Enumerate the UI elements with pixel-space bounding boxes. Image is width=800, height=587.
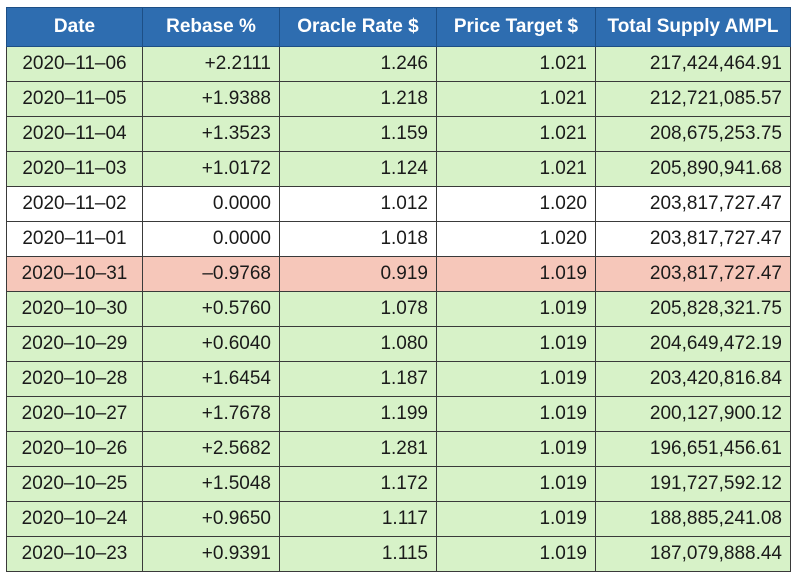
cell-date: 2020–11–02 [6,186,143,222]
cell-date: 2020–10–27 [6,396,143,432]
table-row: 2020–10–27 +1.7678 1.199 1.019 200,127,900.1… [6,396,791,432]
cell-date: 2020–10–28 [6,361,143,397]
cell-total-supply: 187,079,888.44 [595,536,791,572]
cell-rebase: +0.9391 [142,536,280,572]
cell-total-supply: 188,885,241.08 [595,501,791,537]
cell-oracle-rate: 0.919 [279,256,437,292]
cell-oracle-rate: 1.012 [279,186,437,222]
cell-date: 2020–10–29 [6,326,143,362]
cell-oracle-rate: 1.199 [279,396,437,432]
table-row: 2020–11–02 0.0000 1.012 1.020 203,817,727.47 [6,186,791,222]
rebase-history-table: Date Rebase % Oracle Rate $ Price Target… [6,7,791,572]
cell-rebase: +1.6454 [142,361,280,397]
table-row: 2020–11–06 +2.2111 1.246 1.021 217,424,464.9… [6,46,791,82]
cell-date: 2020–10–30 [6,291,143,327]
cell-oracle-rate: 1.281 [279,431,437,467]
header-row: Date Rebase % Oracle Rate $ Price Target… [6,7,791,47]
cell-date: 2020–11–06 [6,46,143,82]
cell-date: 2020–11–01 [6,221,143,257]
cell-rebase: +0.6040 [142,326,280,362]
cell-price-target: 1.019 [436,256,596,292]
cell-total-supply: 196,651,456.61 [595,431,791,467]
cell-total-supply: 191,727,592.12 [595,466,791,502]
cell-oracle-rate: 1.172 [279,466,437,502]
header-date: Date [6,7,143,47]
table-row: 2020–10–25 +1.5048 1.172 1.019 191,727,592.1… [6,466,791,502]
cell-date: 2020–11–04 [6,116,143,152]
table-row: 2020–10–24 +0.9650 1.117 1.019 188,885,241.0… [6,501,791,537]
header-oracle-rate: Oracle Rate $ [279,7,437,47]
cell-rebase: –0.9768 [142,256,280,292]
cell-rebase: +0.9650 [142,501,280,537]
cell-price-target: 1.021 [436,151,596,187]
cell-price-target: 1.020 [436,186,596,222]
cell-total-supply: 208,675,253.75 [595,116,791,152]
cell-price-target: 1.019 [436,291,596,327]
header-rebase: Rebase % [142,7,280,47]
cell-date: 2020–10–25 [6,466,143,502]
cell-price-target: 1.019 [436,501,596,537]
cell-rebase: +1.9388 [142,81,280,117]
table-row: 2020–10–26 +2.5682 1.281 1.019 196,651,456.6… [6,431,791,467]
cell-price-target: 1.020 [436,221,596,257]
cell-oracle-rate: 1.187 [279,361,437,397]
cell-total-supply: 205,828,321.75 [595,291,791,327]
cell-date: 2020–11–05 [6,81,143,117]
cell-oracle-rate: 1.218 [279,81,437,117]
cell-rebase: +1.5048 [142,466,280,502]
cell-total-supply: 203,817,727.47 [595,186,791,222]
cell-oracle-rate: 1.246 [279,46,437,82]
cell-rebase: +1.3523 [142,116,280,152]
cell-price-target: 1.019 [436,466,596,502]
header-total-supply: Total Supply AMPL [595,7,791,47]
cell-oracle-rate: 1.018 [279,221,437,257]
cell-price-target: 1.019 [436,536,596,572]
cell-rebase: 0.0000 [142,221,280,257]
cell-rebase: 0.0000 [142,186,280,222]
cell-rebase: +1.0172 [142,151,280,187]
table-body: 2020–11–06 +2.2111 1.246 1.021 217,424,464.9… [6,46,791,572]
table-row: 2020–11–03 +1.0172 1.124 1.021 205,890,941.6… [6,151,791,187]
cell-oracle-rate: 1.080 [279,326,437,362]
cell-total-supply: 203,420,816.84 [595,361,791,397]
cell-rebase: +1.7678 [142,396,280,432]
table-row: 2020–10–31 –0.9768 0.919 1.019 203,817,727.4… [6,256,791,292]
cell-date: 2020–10–23 [6,536,143,572]
cell-oracle-rate: 1.124 [279,151,437,187]
cell-date: 2020–10–31 [6,256,143,292]
table-row: 2020–10–29 +0.6040 1.080 1.019 204,649,472.1… [6,326,791,362]
cell-total-supply: 200,127,900.12 [595,396,791,432]
cell-total-supply: 203,817,727.47 [595,256,791,292]
header-price-target: Price Target $ [436,7,596,47]
cell-total-supply: 205,890,941.68 [595,151,791,187]
cell-price-target: 1.021 [436,116,596,152]
cell-total-supply: 217,424,464.91 [595,46,791,82]
cell-price-target: 1.019 [436,431,596,467]
table-row: 2020–11–05 +1.9388 1.218 1.021 212,721,085.5… [6,81,791,117]
cell-date: 2020–11–03 [6,151,143,187]
cell-total-supply: 204,649,472.19 [595,326,791,362]
cell-oracle-rate: 1.117 [279,501,437,537]
cell-price-target: 1.021 [436,81,596,117]
cell-oracle-rate: 1.078 [279,291,437,327]
cell-oracle-rate: 1.159 [279,116,437,152]
table-row: 2020–11–04 +1.3523 1.159 1.021 208,675,253.7… [6,116,791,152]
cell-date: 2020–10–26 [6,431,143,467]
cell-date: 2020–10–24 [6,501,143,537]
cell-price-target: 1.019 [436,361,596,397]
cell-rebase: +2.5682 [142,431,280,467]
cell-oracle-rate: 1.115 [279,536,437,572]
cell-price-target: 1.021 [436,46,596,82]
cell-rebase: +0.5760 [142,291,280,327]
table-row: 2020–10–30 +0.5760 1.078 1.019 205,828,321.7… [6,291,791,327]
cell-price-target: 1.019 [436,326,596,362]
table-row: 2020–10–23 +0.9391 1.115 1.019 187,079,888.4… [6,536,791,572]
cell-total-supply: 212,721,085.57 [595,81,791,117]
cell-total-supply: 203,817,727.47 [595,221,791,257]
table-row: 2020–11–01 0.0000 1.018 1.020 203,817,727.47 [6,221,791,257]
cell-price-target: 1.019 [436,396,596,432]
cell-rebase: +2.2111 [142,46,280,82]
table-row: 2020–10–28 +1.6454 1.187 1.019 203,420,816.8… [6,361,791,397]
